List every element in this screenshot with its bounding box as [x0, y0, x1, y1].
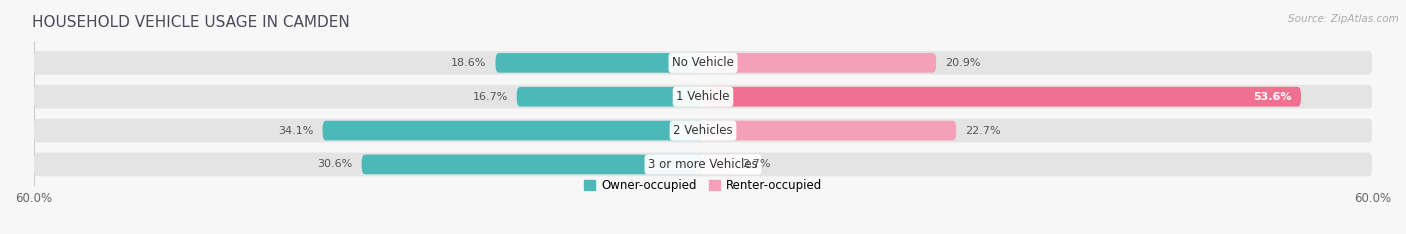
- Text: 1 Vehicle: 1 Vehicle: [676, 90, 730, 103]
- Text: 34.1%: 34.1%: [278, 126, 314, 135]
- Text: 3 or more Vehicles: 3 or more Vehicles: [648, 158, 758, 171]
- FancyBboxPatch shape: [516, 87, 703, 106]
- Legend: Owner-occupied, Renter-occupied: Owner-occupied, Renter-occupied: [583, 179, 823, 192]
- Text: 2.7%: 2.7%: [742, 159, 770, 169]
- FancyBboxPatch shape: [34, 51, 1372, 75]
- Text: 22.7%: 22.7%: [965, 126, 1001, 135]
- FancyBboxPatch shape: [703, 121, 956, 140]
- Text: 20.9%: 20.9%: [945, 58, 980, 68]
- Text: Source: ZipAtlas.com: Source: ZipAtlas.com: [1288, 14, 1399, 24]
- Text: 16.7%: 16.7%: [472, 92, 508, 102]
- FancyBboxPatch shape: [703, 53, 936, 73]
- FancyBboxPatch shape: [361, 155, 703, 174]
- Text: No Vehicle: No Vehicle: [672, 56, 734, 69]
- Text: 18.6%: 18.6%: [451, 58, 486, 68]
- Text: 30.6%: 30.6%: [318, 159, 353, 169]
- FancyBboxPatch shape: [34, 119, 1372, 143]
- FancyBboxPatch shape: [34, 153, 1372, 176]
- FancyBboxPatch shape: [703, 155, 733, 174]
- FancyBboxPatch shape: [34, 85, 1372, 109]
- Text: 2 Vehicles: 2 Vehicles: [673, 124, 733, 137]
- FancyBboxPatch shape: [322, 121, 703, 140]
- Text: HOUSEHOLD VEHICLE USAGE IN CAMDEN: HOUSEHOLD VEHICLE USAGE IN CAMDEN: [32, 15, 350, 30]
- FancyBboxPatch shape: [703, 87, 1301, 106]
- Text: 53.6%: 53.6%: [1254, 92, 1292, 102]
- FancyBboxPatch shape: [495, 53, 703, 73]
